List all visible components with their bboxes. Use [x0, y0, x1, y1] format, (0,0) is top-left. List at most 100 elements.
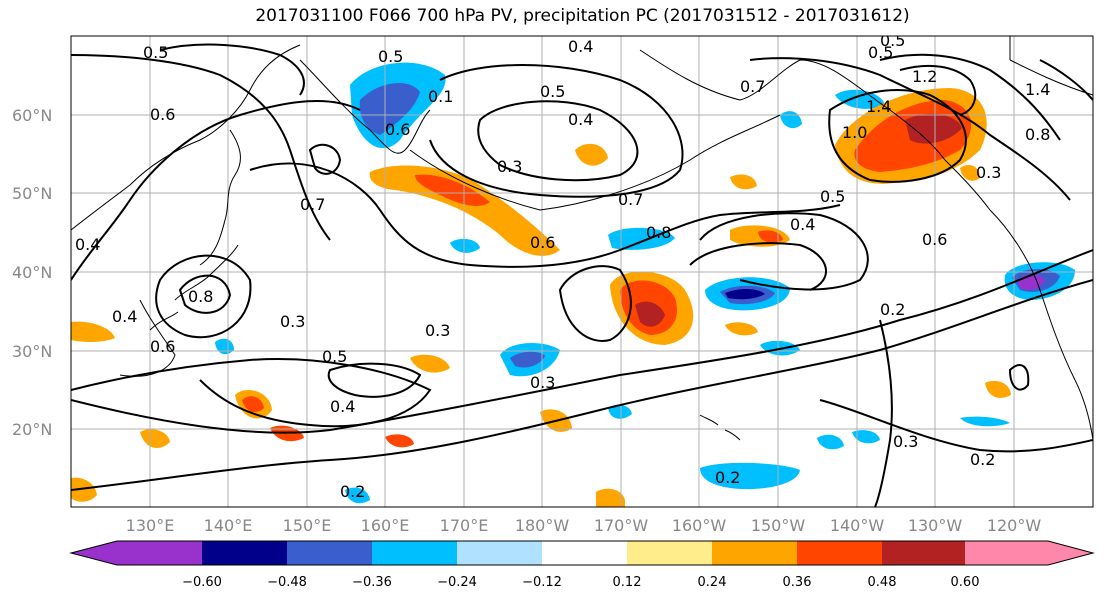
- lon-label: 180°W: [515, 516, 570, 535]
- pv-contour: [71, 54, 331, 241]
- longitude-labels: 130°E 140°E 150°E 160°E 170°E 180°W 170°…: [126, 516, 1042, 535]
- coastline-alaska: [639, 49, 991, 211]
- lon-label: 170°W: [594, 516, 649, 535]
- contour-label: 0.6: [922, 230, 947, 249]
- colorbar-tick-label: −0.24: [437, 575, 477, 590]
- precip-neg-area: [215, 338, 234, 355]
- pv-contour: [1008, 364, 1030, 391]
- contour-label: 0.6: [150, 337, 175, 356]
- contour-label: 0.8: [188, 287, 213, 306]
- contour-label: 0.7: [618, 190, 643, 209]
- pv-contour: [749, 57, 1071, 201]
- precip-pos-area: [385, 434, 414, 448]
- pv-contour: [159, 43, 305, 96]
- colorbar-tick-label: 0.12: [613, 575, 642, 590]
- contour-label: 0.3: [530, 373, 555, 392]
- pv-contour: [899, 64, 977, 116]
- lon-label: 150°W: [751, 516, 806, 535]
- precip-neg-area: [817, 434, 844, 450]
- precip-pos-dark: [905, 113, 962, 144]
- colorbar-extend-min: [71, 541, 117, 565]
- contour-label: 0.2: [970, 450, 995, 469]
- colorbar-bin: [372, 541, 457, 565]
- precip-neg-core: [725, 288, 765, 300]
- lat-label: 30°N: [12, 342, 52, 361]
- contour-label: 1.0: [842, 123, 867, 142]
- pv-contour: [828, 89, 967, 183]
- contour-label: 1.2: [912, 67, 937, 86]
- pv-contour: [71, 358, 432, 428]
- contour-label: 0.2: [715, 468, 740, 487]
- lon-label: 150°E: [283, 516, 332, 535]
- lon-label: 120°W: [987, 516, 1042, 535]
- pv-contour: [308, 143, 342, 175]
- pv-contour: [879, 53, 1061, 141]
- precip-pos-area: [730, 174, 757, 190]
- contour-label: 0.3: [893, 432, 918, 451]
- contour-label: 0.8: [1025, 125, 1050, 144]
- pv-contour: [477, 100, 639, 182]
- contour-label: 0.6: [530, 233, 555, 252]
- contour-label: 0.3: [280, 312, 305, 331]
- contour-label: 0.6: [385, 120, 410, 139]
- lon-label: 140°E: [204, 516, 253, 535]
- colorbar-tick-label: −0.36: [352, 575, 392, 590]
- precip-neg-area: [608, 227, 675, 250]
- contour-label: 0.5: [322, 347, 347, 366]
- contour-label: 0.2: [340, 482, 365, 501]
- lon-label: 160°W: [672, 516, 727, 535]
- colorbar-tick-label: 0.60: [951, 575, 980, 590]
- pv-contour: [699, 212, 869, 291]
- colorbar-bin: [882, 541, 965, 565]
- contour-label: 0.2: [880, 300, 905, 319]
- contour-label: 0.4: [112, 307, 137, 326]
- precip-pos-core: [242, 396, 264, 413]
- contour-label: 0.3: [425, 321, 450, 340]
- colorbar-bin: [117, 541, 202, 565]
- colorbar-outline: [69, 540, 1095, 566]
- pv-contours: [71, 43, 1093, 507]
- colorbar: −0.60 −0.48 −0.36 −0.24 −0.12 0.12 0.24 …: [69, 540, 1095, 590]
- map-border: [70, 35, 1094, 508]
- pv-contour: [1039, 59, 1093, 101]
- precip-pos-core: [758, 230, 783, 243]
- precip-neg-area: [700, 462, 800, 490]
- pv-contour: [249, 162, 841, 268]
- colorbar-tick-label: −0.48: [267, 575, 307, 590]
- contour-label: 0.6: [150, 105, 175, 124]
- lon-label: 170°E: [440, 516, 489, 535]
- colorbar-tick-label: 0.36: [783, 575, 812, 590]
- colorbar-tick-label: 0.48: [868, 575, 897, 590]
- contour-label: 0.4: [330, 397, 355, 416]
- pv-contour: [155, 254, 252, 339]
- contour-label: 1.4: [1025, 80, 1050, 99]
- colorbar-bin: [287, 541, 372, 565]
- contour-label: 1.4: [866, 97, 891, 116]
- colorbar-extend-max: [1048, 541, 1093, 565]
- contour-label: 0.4: [568, 110, 593, 129]
- precip-pos-area: [725, 322, 758, 336]
- pv-contour: [71, 249, 1093, 434]
- colorbar-bin: [202, 541, 287, 565]
- precip-neg-area: [960, 416, 1010, 427]
- precip-neg-core: [510, 351, 545, 368]
- precip-pos-area: [369, 165, 560, 256]
- latitude-labels: 60°N 50°N 40°N 30°N 20°N: [12, 106, 52, 439]
- precip-pos-core: [415, 174, 490, 206]
- colorbar-bin: [627, 541, 712, 565]
- pv-contour: [71, 99, 361, 281]
- contour-label: 0.7: [740, 77, 765, 96]
- colorbar-bin: [965, 541, 1048, 565]
- lat-label: 40°N: [12, 263, 52, 282]
- colorbar-bin: [797, 541, 882, 565]
- precip-pos-area: [985, 380, 1011, 398]
- contour-labels: 0.5 0.5 0.4 0.5 0.4 0.7 0.6 0.1 0.6 0.3 …: [75, 36, 1050, 501]
- coastlines: [71, 36, 1093, 441]
- contour-label: 0.5: [820, 187, 845, 206]
- contour-label: 0.4: [568, 37, 593, 56]
- contour-label: 0.5: [378, 47, 403, 66]
- colorbar-tick-label: 0.24: [698, 575, 727, 590]
- colorbar-bin: [542, 541, 627, 565]
- coastline-hawaii: [699, 414, 741, 441]
- colorbar-bin: [712, 541, 797, 565]
